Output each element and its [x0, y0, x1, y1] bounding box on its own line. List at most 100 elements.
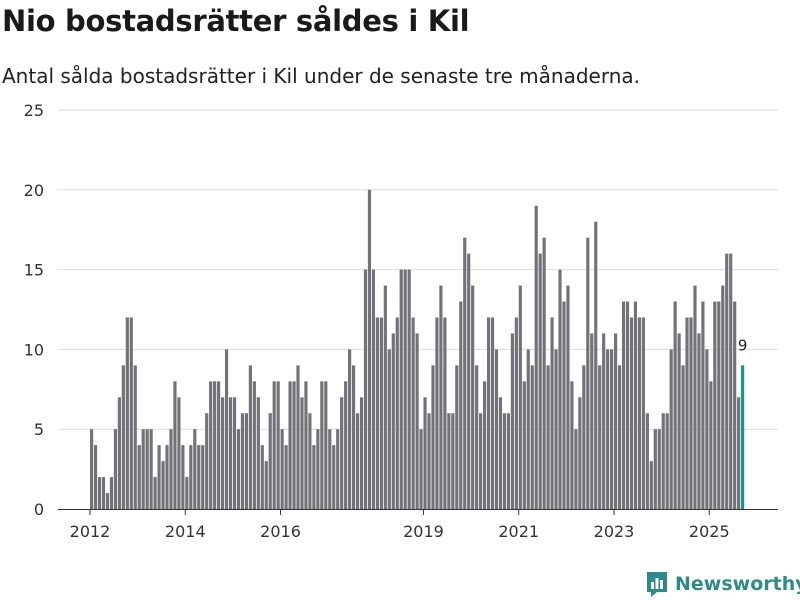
bar: [169, 429, 173, 509]
bar: [661, 413, 665, 509]
x-tick-label: 2012: [70, 522, 111, 541]
bar: [379, 317, 383, 509]
bar: [427, 413, 431, 509]
latest-value-label: 9: [738, 336, 748, 354]
bar: [435, 317, 439, 509]
bar: [383, 285, 387, 509]
bar: [689, 317, 693, 509]
bar: [352, 365, 356, 509]
bar: [320, 381, 324, 509]
bar: [244, 413, 248, 509]
bar: [355, 413, 360, 509]
bar: [538, 253, 542, 509]
bar: [149, 429, 153, 509]
bar: [105, 493, 110, 509]
y-tick-label: 5: [34, 420, 44, 439]
bar: [621, 301, 626, 509]
bar: [133, 365, 137, 509]
bar: [248, 365, 252, 509]
bar: [344, 381, 348, 509]
bar: [411, 317, 415, 509]
bar: [534, 205, 538, 509]
bar: [506, 413, 510, 509]
bar: [502, 413, 507, 509]
bar: [359, 397, 364, 509]
bar: [629, 317, 634, 509]
x-tick-label: 2025: [689, 522, 730, 541]
bar: [669, 349, 673, 509]
bar: [217, 381, 221, 509]
bar: [645, 413, 649, 509]
bar: [213, 381, 217, 509]
bar: [101, 477, 106, 509]
bar: [614, 333, 618, 509]
bar: [189, 445, 193, 509]
bar: [209, 381, 213, 509]
y-tick-label: 15: [24, 261, 44, 280]
bar: [236, 429, 241, 509]
bar: [649, 461, 653, 509]
bar: [201, 445, 205, 509]
bar: [292, 381, 296, 509]
bar: [272, 381, 276, 509]
bar: [653, 429, 657, 509]
bar: [141, 429, 145, 509]
bar: [633, 301, 638, 509]
bar: [681, 365, 685, 509]
bar: [415, 333, 419, 509]
newsworthy-logo: Newsworthy: [645, 570, 800, 598]
bar: [598, 365, 602, 509]
bar: [641, 317, 645, 509]
bar: [594, 221, 598, 509]
bar: [733, 301, 737, 509]
x-tick-label: 2016: [260, 522, 301, 541]
bar: [125, 317, 129, 509]
bar: [367, 189, 372, 510]
bar: [526, 349, 530, 509]
bar: [308, 413, 312, 509]
bar: [228, 397, 233, 509]
bar: [117, 397, 121, 509]
bar: [161, 461, 165, 509]
bar: [610, 349, 614, 509]
bar: [240, 413, 245, 509]
bar: [737, 397, 741, 509]
bar: [606, 349, 610, 509]
bar: [324, 381, 328, 509]
bar: [97, 477, 102, 509]
bar: [570, 381, 574, 509]
bar: [296, 365, 300, 509]
bar: [546, 365, 550, 509]
bar: [586, 237, 590, 509]
bar: [276, 381, 280, 509]
bar: [113, 429, 117, 509]
bar: [467, 253, 471, 509]
bar: [455, 365, 459, 509]
bar: [205, 413, 209, 509]
bar: [463, 237, 467, 509]
bar: [224, 349, 229, 509]
bar: [399, 269, 403, 509]
bar: [312, 445, 316, 509]
bar: [419, 429, 423, 509]
bar: [280, 429, 284, 509]
bar: [252, 381, 256, 509]
bar: [459, 301, 463, 509]
bar: [375, 317, 379, 509]
bar: [332, 445, 336, 509]
bar: [439, 285, 443, 509]
bar: [165, 445, 169, 509]
bar: [729, 253, 733, 509]
bar: [221, 397, 225, 509]
bar: [705, 349, 709, 509]
bar: [304, 381, 308, 509]
page-title: Nio bostadsrätter såldes i Kil: [2, 4, 470, 38]
y-tick-label: 0: [34, 500, 44, 519]
bar: [157, 445, 161, 509]
bar: [677, 333, 681, 509]
y-tick-label: 10: [24, 340, 44, 359]
bars: [90, 189, 745, 510]
bar: [173, 381, 177, 509]
bar: [90, 429, 94, 509]
